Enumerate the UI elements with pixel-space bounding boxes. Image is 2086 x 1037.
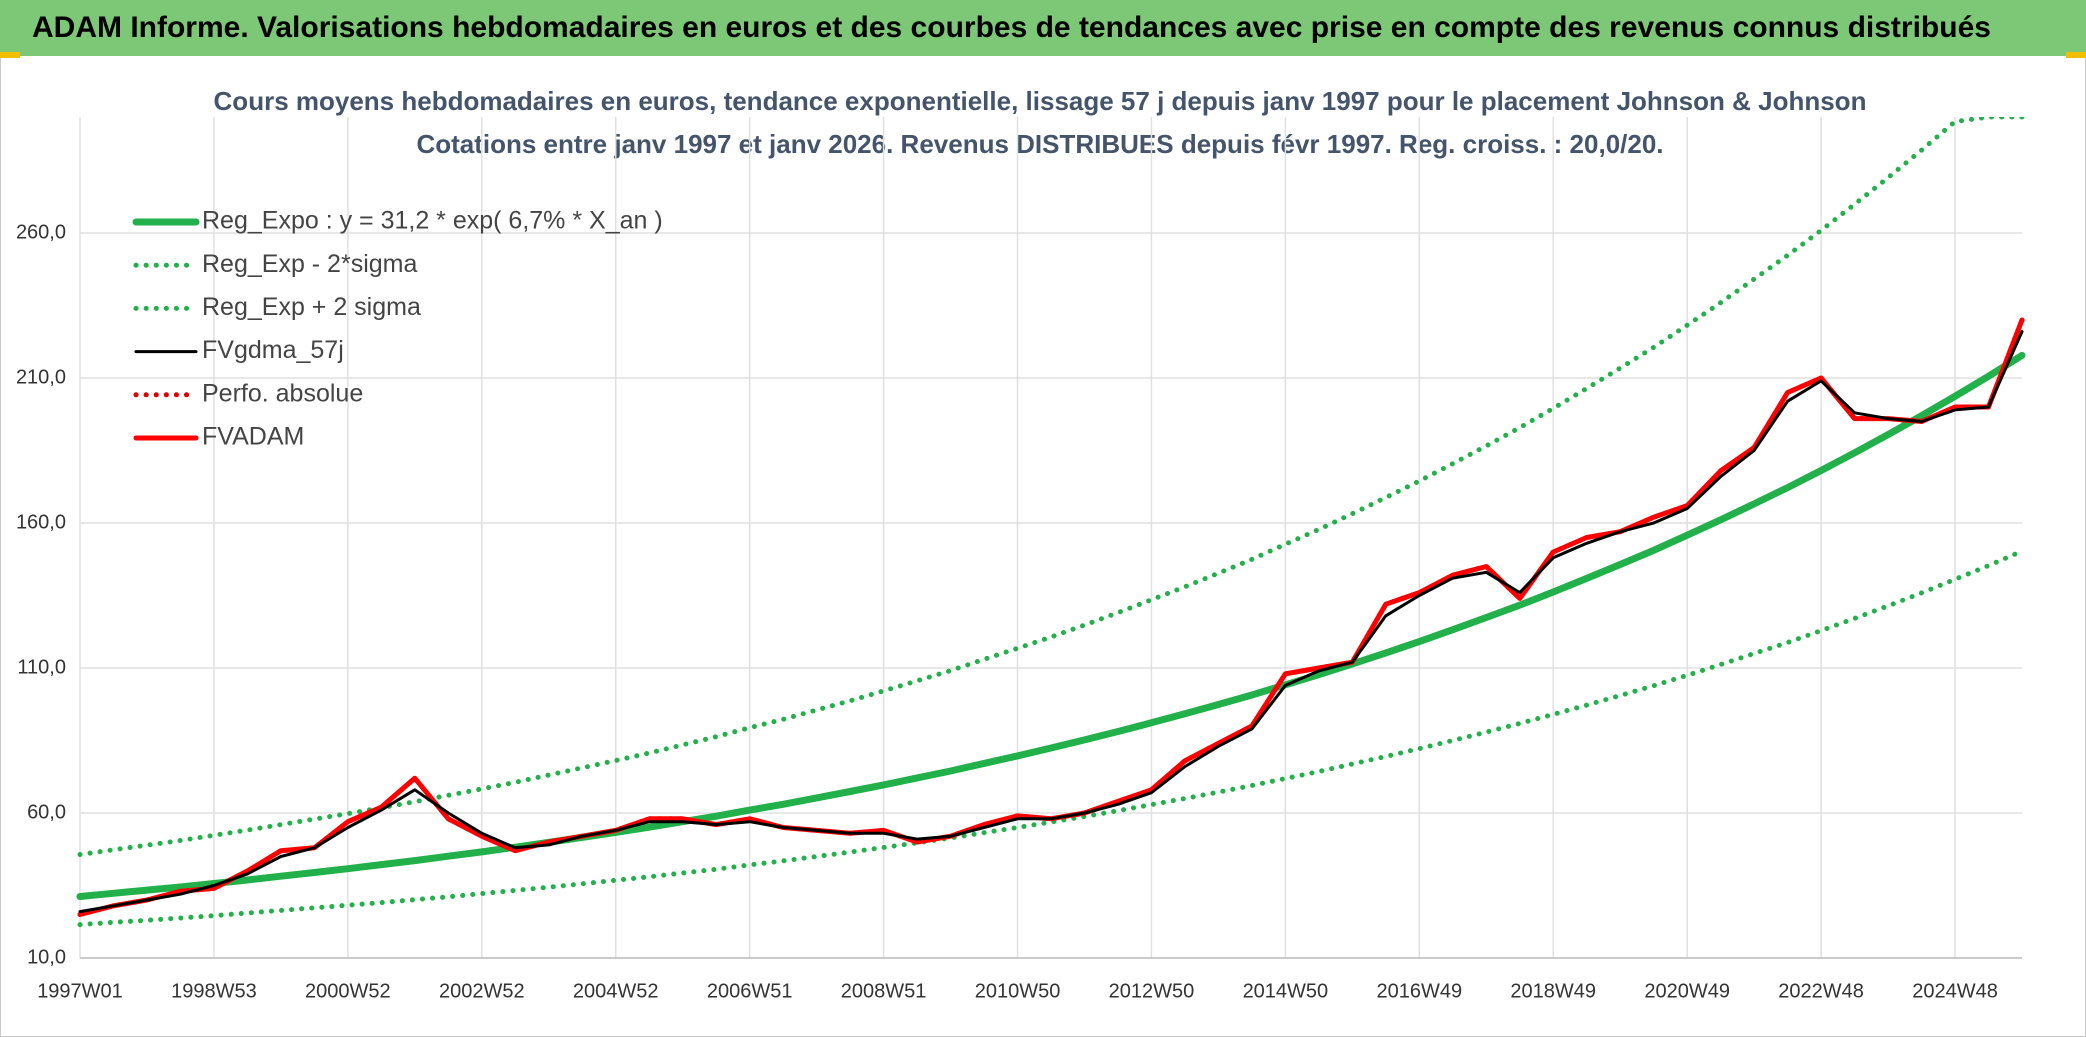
legend-label: Reg_Exp - 2*sigma xyxy=(202,250,417,278)
series-line xyxy=(76,351,2026,900)
x-tick-label: 1998W53 xyxy=(171,980,257,1002)
x-tick-label: 2018W49 xyxy=(1510,980,1596,1002)
chart-subtitle: Cotations entre janv 1997 et janv 2026. … xyxy=(416,129,1663,159)
y-tick-label: 210,0 xyxy=(16,366,66,388)
header-bar xyxy=(0,0,2086,56)
x-tick-label: 1997W01 xyxy=(37,980,123,1002)
legend-label: FVgdma_57j xyxy=(202,336,344,364)
x-tick-label: 2012W50 xyxy=(1109,980,1195,1002)
x-tick-label: 2020W49 xyxy=(1644,980,1730,1002)
legend-label: Perfo. absolue xyxy=(202,379,363,407)
y-tick-label: 60,0 xyxy=(27,801,66,823)
x-tick-label: 2016W49 xyxy=(1376,980,1462,1002)
header-title: ADAM Informe. Valorisations hebdomadaire… xyxy=(32,11,1991,44)
x-tick-label: 2006W51 xyxy=(707,980,793,1002)
x-tick-label: 2022W48 xyxy=(1778,980,1864,1002)
x-tick-label: 2000W52 xyxy=(305,980,391,1002)
x-tick-label: 2024W48 xyxy=(1912,980,1998,1002)
corner xyxy=(2066,52,2086,58)
series-line xyxy=(77,548,2025,928)
x-tick-label: 2010W50 xyxy=(975,980,1061,1002)
x-tick-label: 2008W51 xyxy=(841,980,927,1002)
y-tick-label: 160,0 xyxy=(16,511,66,533)
x-tick-label: 2004W52 xyxy=(573,980,659,1002)
legend-label: Reg_Expo : y = 31,2 * exp( 6,7% * X_an ) xyxy=(202,207,663,235)
y-tick-label: 110,0 xyxy=(17,656,66,678)
x-tick-label: 2014W50 xyxy=(1243,980,1329,1002)
corner xyxy=(0,52,20,58)
y-tick-label: 260,0 xyxy=(16,221,66,243)
legend-label: FVADAM xyxy=(202,423,304,451)
chart-title: Cours moyens hebdomadaires en euros, ten… xyxy=(214,86,1867,116)
y-tick-label: 10,0 xyxy=(27,946,66,968)
legend-label: Reg_Exp + 2 sigma xyxy=(202,293,421,321)
x-tick-label: 2002W52 xyxy=(439,980,525,1002)
series-line xyxy=(78,330,2024,914)
